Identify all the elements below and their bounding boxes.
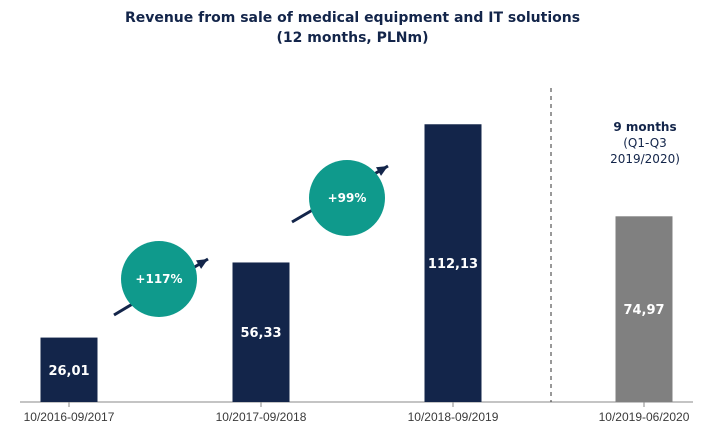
growth-arrow-head [195,259,208,269]
x-tick-label: 10/2017-09/2018 [216,410,307,424]
bar [615,216,673,402]
chart-subtitle: (12 months, PLNm) [276,30,429,46]
chart-title-block: Revenue from sale of medical equipment a… [0,8,705,48]
growth-label: +117% [135,272,182,286]
partial-period-note-line: 9 months [613,120,676,134]
bar-value-label: 112,13 [428,257,478,272]
x-tick-label: 10/2016-09/2017 [24,410,115,424]
bar-value-label: 26,01 [48,364,89,379]
bar-value-label: 74,97 [623,303,664,318]
bar [40,337,98,402]
growth-arrow-head [375,166,388,176]
partial-period-note-line: (Q1-Q3 [623,136,667,150]
growth-label: +99% [328,191,367,205]
x-tick-label: 10/2019-06/2020 [599,410,690,424]
x-tick-label: 10/2018-09/2019 [408,410,499,424]
growth-circle [309,160,385,236]
bar [424,124,482,402]
partial-period-note-line: 2019/2020) [610,152,680,166]
bar [232,262,290,402]
bar-value-label: 56,33 [240,326,281,341]
chart-title: Revenue from sale of medical equipment a… [124,10,581,26]
growth-circle [121,241,197,317]
